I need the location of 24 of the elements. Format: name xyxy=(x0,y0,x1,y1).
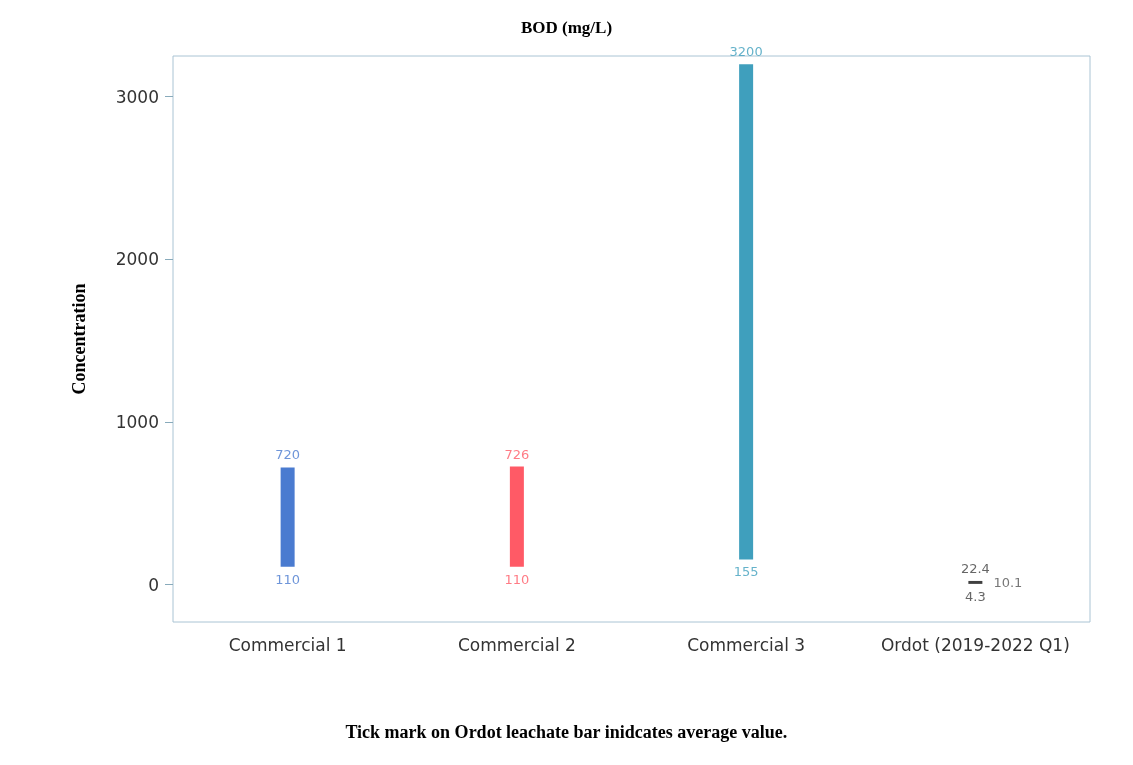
bar xyxy=(968,580,983,584)
annotation: 4.3 xyxy=(965,588,986,604)
bar xyxy=(739,64,754,560)
y-axis-title: Concentration xyxy=(69,283,89,395)
chart-title: BOD (mg/L) xyxy=(520,18,613,37)
annotation: 726 xyxy=(504,446,530,462)
y-tick-label: 1000 xyxy=(115,411,159,432)
annotation: 155 xyxy=(733,564,759,580)
x-tick-label: Commercial 1 xyxy=(228,634,347,655)
annotation: 10.1 xyxy=(993,575,1023,591)
annotation: 3200 xyxy=(729,44,763,60)
y-tick-label: 3000 xyxy=(115,86,159,107)
text: Tick mark on Ordot leachate bar inidcates average value. xyxy=(345,722,788,742)
annotation: 22.4 xyxy=(960,560,990,576)
x-tick-label: Commercial 2 xyxy=(457,634,576,655)
x-tick-label: Commercial 3 xyxy=(687,634,806,655)
bar xyxy=(280,467,295,567)
bar xyxy=(509,466,524,567)
annotation: 110 xyxy=(275,571,301,587)
y-tick-label: 0 xyxy=(148,574,159,595)
x-tick-label: Ordot (2019-2022 Q1) xyxy=(880,634,1070,655)
annotation: 720 xyxy=(275,447,301,463)
y-tick-label: 2000 xyxy=(115,249,159,270)
annotation: 110 xyxy=(504,571,530,587)
